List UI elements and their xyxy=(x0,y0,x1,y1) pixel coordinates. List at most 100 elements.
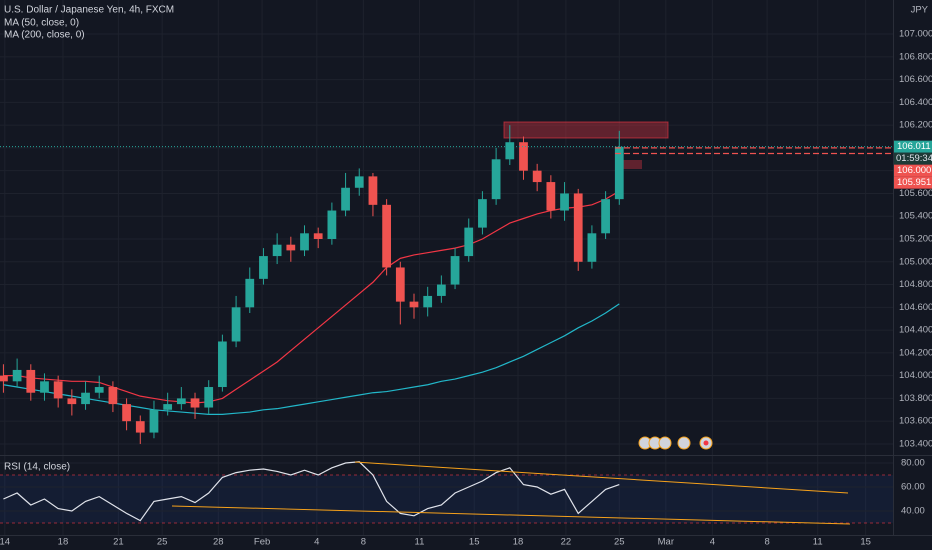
order-tag xyxy=(894,176,932,189)
x-tick-label: 28 xyxy=(213,537,224,548)
candle-body xyxy=(40,381,49,393)
x-tick-label: 21 xyxy=(113,537,124,548)
candle-body xyxy=(94,387,104,393)
last-price-label: 106.011 xyxy=(897,141,931,152)
x-tick-label: 22 xyxy=(561,537,572,548)
candle-body xyxy=(122,404,131,422)
resistance-zone xyxy=(503,121,669,139)
y-tick-label: 60.00 xyxy=(901,482,925,493)
x-tick-label: 4 xyxy=(710,537,715,548)
x-tick-label: Mar xyxy=(658,537,674,548)
candle-body xyxy=(108,387,118,405)
x-tick-label: 25 xyxy=(614,537,625,548)
x-tick-label: 25 xyxy=(157,537,168,548)
candle-body xyxy=(176,398,186,405)
event-icons xyxy=(638,436,713,450)
line-series xyxy=(3,190,620,404)
x-tick-label: 8 xyxy=(764,537,769,548)
legend-entry: MA (200, close, 0) xyxy=(4,30,85,41)
rsi-title: RSI (14, close) xyxy=(4,462,70,473)
candle-body xyxy=(26,369,36,393)
candle-body xyxy=(532,170,542,183)
candle-body xyxy=(53,381,63,399)
y-tick-label: 106.800 xyxy=(899,51,932,62)
candle-body xyxy=(368,176,378,205)
last-price-tag xyxy=(894,140,932,153)
candle-body xyxy=(587,233,597,262)
y-tick-label: 103.600 xyxy=(899,416,932,427)
x-tick-label: 18 xyxy=(58,537,69,548)
y-tick-label: 105.600 xyxy=(899,188,932,199)
candle-body xyxy=(573,193,583,262)
y-tick-label: 105.000 xyxy=(899,256,932,267)
candle-body xyxy=(560,193,569,211)
trendline xyxy=(354,461,849,494)
y-tick-label: 104.600 xyxy=(899,302,932,313)
legend-entry: MA (50, close, 0) xyxy=(4,18,79,29)
x-tick-label: 15 xyxy=(469,537,480,548)
candle-body xyxy=(231,307,241,342)
y-tick-label: 104.800 xyxy=(899,279,932,290)
candle-body xyxy=(614,146,624,200)
candle-body xyxy=(313,233,323,240)
x-tick-label: 14 xyxy=(0,537,10,548)
trendline xyxy=(171,505,851,525)
y-tick-label: 105.400 xyxy=(899,211,932,222)
y-tick-label: 106.400 xyxy=(899,97,932,108)
y-tick-label: 80.00 xyxy=(901,458,925,469)
plot xyxy=(0,125,893,522)
candle-body xyxy=(519,142,528,171)
candle-body xyxy=(0,375,8,382)
candle-body xyxy=(81,392,90,405)
candle-body xyxy=(245,278,255,308)
candle-body xyxy=(67,398,77,405)
candle-body xyxy=(12,369,22,382)
candle-body xyxy=(382,204,392,268)
candle-body xyxy=(546,182,556,211)
order-label: 106.000 xyxy=(897,165,931,176)
candle-body xyxy=(491,159,501,200)
y-tick-label: 104.000 xyxy=(899,370,932,381)
x-tick-label: 18 xyxy=(513,537,524,548)
candle-body xyxy=(354,176,364,188)
x-tick-label: 11 xyxy=(415,537,425,548)
candle-body xyxy=(601,199,610,234)
candle-body xyxy=(409,301,419,308)
line-series xyxy=(3,461,620,522)
candle-body xyxy=(300,233,309,251)
candle-body xyxy=(204,387,214,408)
candle-body xyxy=(341,187,350,211)
y-tick-label: 104.200 xyxy=(899,347,932,358)
symbol-title: U.S. Dollar / Japanese Yen, 4h, FXCM xyxy=(4,5,174,16)
candle-body xyxy=(436,284,446,296)
candle-body xyxy=(149,409,159,433)
line-series xyxy=(3,303,620,415)
y-tick-label: 40.00 xyxy=(901,506,925,517)
candle-body xyxy=(395,267,405,302)
order-zone xyxy=(618,160,642,169)
candle-body xyxy=(505,142,515,160)
candle-body xyxy=(163,404,173,410)
candle-body xyxy=(464,227,474,257)
x-tick-label: 4 xyxy=(314,537,319,548)
currency-label: JPY xyxy=(911,5,929,16)
y-tick-label: 107.000 xyxy=(899,29,932,40)
candle-body xyxy=(190,398,200,408)
candle-body xyxy=(272,244,282,257)
grid xyxy=(0,0,893,535)
x-tick-label: Feb xyxy=(254,537,270,548)
order-label: 105.951 xyxy=(897,177,931,188)
y-tick-label: 104.400 xyxy=(899,325,932,336)
y-tick-label: 106.600 xyxy=(899,74,932,85)
countdown: 01:59:34 xyxy=(896,153,932,164)
candle-body xyxy=(327,210,337,240)
candle-body xyxy=(259,256,268,279)
y-tick-label: 106.200 xyxy=(899,120,932,131)
y-tick-label: 105.200 xyxy=(899,234,932,245)
candle-body xyxy=(218,341,227,388)
candle-body xyxy=(423,295,433,308)
candle-body xyxy=(135,421,145,433)
